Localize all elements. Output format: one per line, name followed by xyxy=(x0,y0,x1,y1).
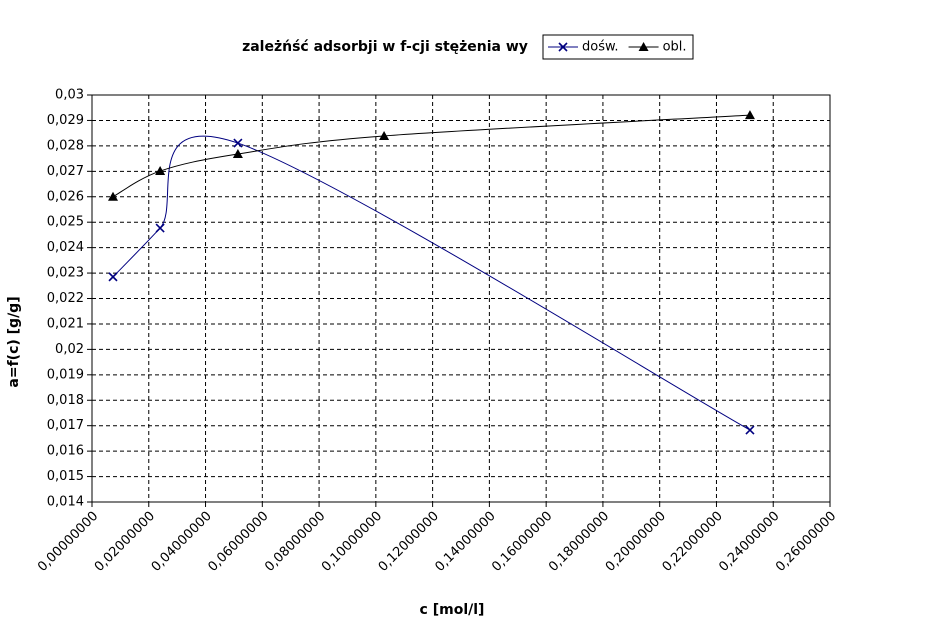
x-axis-label: c [mol/l] xyxy=(420,602,485,618)
marker xyxy=(155,223,165,233)
marker xyxy=(108,272,118,282)
y-tick-label: 0,028 xyxy=(47,138,84,153)
y-tick-label: 0,014 xyxy=(47,495,84,510)
legend: dośw. obl. xyxy=(542,34,694,60)
y-tick-label: 0,017 xyxy=(47,418,84,433)
marker xyxy=(558,42,568,52)
y-tick-label: 0,022 xyxy=(47,291,84,306)
marker xyxy=(232,149,243,159)
y-tick-label: 0,015 xyxy=(47,469,84,484)
marker xyxy=(155,166,166,176)
y-axis-label: a=f(c) [g/g] xyxy=(6,296,22,387)
marker xyxy=(108,191,119,201)
chart-title: zależńść adsorbji w f-cji stężenia wy xyxy=(242,39,528,55)
y-tick-label: 0,03 xyxy=(55,88,84,103)
legend-label: obl. xyxy=(663,40,687,55)
y-tick-label: 0,018 xyxy=(47,393,84,408)
marker xyxy=(379,130,390,140)
y-tick-label: 0,019 xyxy=(47,367,84,382)
y-tick-label: 0,021 xyxy=(47,316,84,331)
y-tick-label: 0,023 xyxy=(47,266,84,281)
y-tick-label: 0,025 xyxy=(47,215,84,230)
y-tick-label: 0,029 xyxy=(47,113,84,128)
marker xyxy=(638,42,649,51)
marker xyxy=(744,110,755,120)
y-tick-label: 0,02 xyxy=(55,342,84,357)
marker xyxy=(745,425,755,435)
y-tick-label: 0,016 xyxy=(47,444,84,459)
y-tick-label: 0,027 xyxy=(47,164,84,179)
y-tick-label: 0,024 xyxy=(47,240,84,255)
plot-border xyxy=(91,94,831,503)
marker xyxy=(233,138,243,148)
legend-box xyxy=(542,34,694,60)
legend-label: dośw. xyxy=(582,40,619,55)
y-tick-label: 0,026 xyxy=(47,189,84,204)
plot-area xyxy=(92,95,830,502)
